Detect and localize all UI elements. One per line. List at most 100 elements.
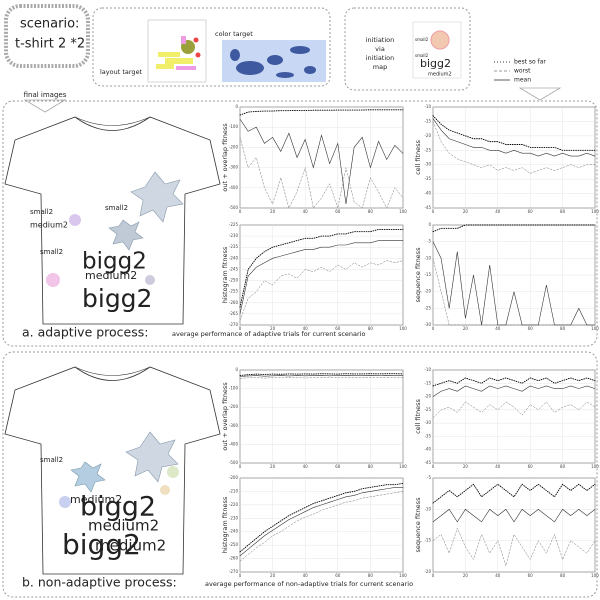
y-tick-label: -260	[229, 556, 239, 561]
x-tick-label: 60	[528, 464, 534, 469]
thumbnail-word: medium2	[428, 72, 452, 78]
y-axis-label: sequence fitness	[414, 497, 422, 553]
plot-frame	[239, 224, 404, 326]
initiation-line: initiation	[366, 54, 395, 62]
y-tick-label: -270	[229, 569, 239, 574]
x-tick-label: 100	[591, 209, 599, 214]
series-line	[239, 137, 404, 209]
y-tick-label: -10	[424, 255, 431, 260]
y-tick-label: -225	[229, 222, 239, 227]
legend-label: mean	[514, 77, 531, 84]
shirt-word: bigg2	[62, 528, 141, 561]
plot-frame	[239, 106, 404, 209]
y-tick-label: -300	[229, 165, 239, 170]
y-tick-label: -200	[229, 404, 239, 409]
charts: 0 20 40 60 80 100 -5 0 0 -400 -300 -200 -100 0 out + o…	[221, 104, 599, 578]
y-tick-label: -40	[424, 191, 431, 196]
y-axis-label: out + overlap fitness	[221, 123, 229, 192]
y-tick-label: -250	[229, 278, 239, 283]
section-b-box	[2, 351, 598, 598]
series-line	[432, 115, 596, 151]
y-tick-label: -400	[229, 441, 239, 446]
y-tick-label: -45	[424, 205, 431, 210]
shirt-b	[4, 366, 221, 575]
x-tick-label: 100	[591, 464, 599, 469]
x-tick-label: 100	[591, 573, 599, 578]
x-tick-label: 40	[303, 326, 309, 331]
series-line	[432, 385, 596, 397]
layout-target-label: layout target	[100, 68, 143, 76]
y-tick-label: -100	[229, 124, 239, 129]
shirt-word: bigg2	[82, 284, 152, 313]
x-tick-label: 100	[399, 209, 407, 214]
x-tick-label: 80	[368, 464, 374, 469]
shirt-word: medium2	[30, 221, 68, 230]
initiation-line: initiation	[366, 36, 395, 44]
y-tick-label: -45	[424, 460, 431, 465]
color-target-label: color target	[215, 30, 253, 38]
y-tick-label: -255	[229, 289, 239, 294]
section-caption: average performance of adaptive trials f…	[172, 330, 366, 338]
layout-shapes	[156, 36, 201, 70]
y-tick-label: 0	[235, 104, 238, 109]
final-images-arrow	[23, 99, 67, 113]
legend-label: best so far	[514, 59, 546, 66]
y-tick-label: -20	[424, 133, 431, 138]
x-tick-label: 0	[239, 209, 242, 214]
plot-frame	[432, 369, 596, 464]
y-tick-label: -100	[229, 386, 239, 391]
x-tick-label: 60	[335, 573, 341, 578]
y-axis-label: out + overlap fitness	[221, 382, 229, 451]
plot-frame	[432, 106, 596, 209]
x-tick-label: 40	[495, 573, 501, 578]
y-tick-label: -300	[229, 423, 239, 428]
y-tick-label: -15	[424, 380, 431, 385]
scenario-box	[4, 4, 90, 68]
x-tick-label: 40	[495, 464, 501, 469]
y-axis-label: histogram fitness	[221, 246, 229, 303]
x-tick-label: 80	[560, 326, 566, 331]
x-tick-label: 40	[495, 209, 501, 214]
y-axis-label: cell fitness	[414, 139, 422, 174]
target-box	[92, 7, 331, 87]
thumbnail-word: small2	[415, 53, 429, 58]
series-line	[432, 241, 596, 326]
x-tick-label: 80	[560, 464, 566, 469]
y-tick-label: -200	[229, 475, 239, 480]
series-line	[239, 260, 404, 321]
y-tick-label: -5	[427, 475, 431, 480]
y-tick-label: -15	[424, 538, 431, 543]
series-line	[239, 109, 404, 116]
y-tick-label: -40	[424, 447, 431, 452]
x-tick-label: 100	[591, 326, 599, 331]
y-tick-label: -240	[229, 529, 239, 534]
x-tick-label: 20	[270, 326, 276, 331]
x-tick-label: 80	[368, 209, 374, 214]
x-tick-label: 0	[432, 464, 435, 469]
y-tick-label: -35	[424, 433, 431, 438]
y-tick-label: -230	[229, 515, 239, 520]
color-blobs	[230, 46, 316, 78]
y-tick-label: -10	[424, 367, 431, 372]
y-tick-label: -25	[424, 407, 431, 412]
thumbnail-word: small2	[415, 37, 429, 42]
x-tick-label: 40	[303, 464, 309, 469]
x-tick-label: 0	[432, 326, 435, 331]
y-tick-label: -30	[424, 322, 431, 327]
series-line	[432, 377, 596, 387]
y-tick-label: -265	[229, 311, 239, 316]
y-tick-label: -30	[424, 162, 431, 167]
y-tick-label: -15	[424, 118, 431, 123]
shirt-word: medium2	[88, 517, 159, 535]
y-tick-label: -5	[427, 239, 431, 244]
initiation-line: map	[373, 63, 387, 71]
series-line	[432, 508, 596, 523]
x-tick-label: 20	[463, 209, 469, 214]
scenario-label: scenario:	[20, 17, 79, 32]
shirt-word: medium2	[70, 493, 122, 506]
y-tick-label: -10	[424, 506, 431, 511]
shirt-word: small2	[30, 208, 53, 216]
shirt-word: small2	[40, 248, 63, 256]
y-tick-label: -230	[229, 233, 239, 238]
